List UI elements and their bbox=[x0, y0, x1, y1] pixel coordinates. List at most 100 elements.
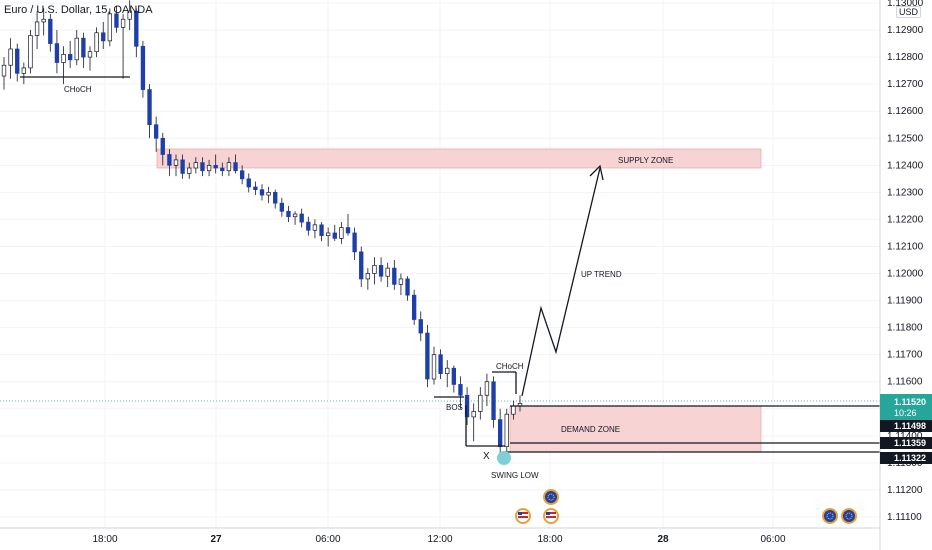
y-tick-label: 1.11400 bbox=[887, 431, 923, 442]
price-label-level-1: 1.11498 bbox=[880, 420, 932, 432]
us-flag-icon[interactable] bbox=[515, 508, 531, 524]
x-tick-label: 06:00 bbox=[760, 534, 785, 545]
event-icons[interactable] bbox=[515, 489, 857, 524]
candle-body bbox=[378, 265, 384, 277]
up-trend-arrowhead bbox=[589, 164, 604, 181]
y-tick-label: 1.11600 bbox=[887, 377, 923, 388]
choch-label-right: CHoCH bbox=[496, 362, 524, 371]
candle-body bbox=[107, 13, 113, 42]
candle-body bbox=[504, 413, 509, 448]
y-tick-label: 1.12500 bbox=[887, 133, 924, 144]
candle-body bbox=[425, 332, 430, 380]
candle-body bbox=[173, 159, 179, 166]
candle-body bbox=[81, 37, 86, 58]
candle-body bbox=[153, 124, 159, 139]
x-tick-label: 27 bbox=[210, 534, 222, 545]
candle-body bbox=[21, 67, 27, 74]
candle-body bbox=[392, 267, 397, 285]
y-tick-label: 1.12100 bbox=[887, 241, 924, 252]
candle-body bbox=[292, 213, 298, 218]
symbol-title: Euro / U.S. Dollar, 15, OANDA bbox=[4, 4, 153, 16]
candle-body bbox=[511, 405, 516, 415]
us-flag-icon[interactable] bbox=[543, 508, 559, 524]
candle-body bbox=[127, 10, 132, 20]
candle-body bbox=[253, 186, 258, 191]
candle-body bbox=[259, 189, 265, 196]
candle-body bbox=[484, 381, 490, 396]
x-tick-label: 18:00 bbox=[92, 534, 117, 545]
up-trend-arrow bbox=[521, 167, 601, 397]
eu-flag-icon[interactable] bbox=[822, 508, 838, 524]
svg-text:1.11322: 1.11322 bbox=[894, 453, 926, 463]
y-tick-label: 1.12400 bbox=[887, 160, 924, 171]
candle-body bbox=[312, 224, 318, 231]
candle-body bbox=[471, 411, 476, 418]
candle-body bbox=[200, 162, 205, 172]
demand-zone bbox=[509, 405, 762, 453]
price-label-current: 1.11520 10:26 bbox=[880, 394, 932, 420]
candle-body bbox=[134, 10, 139, 47]
candle-body bbox=[497, 419, 503, 448]
y-tick-label: 1.12300 bbox=[887, 187, 924, 198]
bos-label: BOS bbox=[446, 403, 463, 412]
y-tick-label: 1.12900 bbox=[887, 25, 924, 36]
swing-low-label: SWING LOW bbox=[491, 471, 539, 480]
candle-body bbox=[273, 192, 278, 204]
candle-body bbox=[114, 13, 119, 28]
y-tick-label: 1.12800 bbox=[887, 52, 924, 63]
y-tick-label: 1.11700 bbox=[887, 350, 923, 361]
y-tick-label: 1.11800 bbox=[887, 323, 923, 334]
demand-zone-label: DEMAND ZONE bbox=[561, 425, 620, 434]
candle-body bbox=[48, 18, 53, 44]
svg-text:1.11520: 1.11520 bbox=[894, 397, 926, 407]
candle-body bbox=[233, 162, 238, 172]
price-label-level-3: 1.11322 bbox=[880, 452, 932, 464]
candle-body bbox=[87, 51, 93, 58]
candle-body bbox=[299, 213, 304, 223]
candle-body bbox=[319, 224, 324, 237]
candle-body bbox=[332, 232, 337, 239]
candle-body bbox=[458, 384, 463, 396]
y-tick-label: 1.12700 bbox=[887, 79, 924, 90]
candle-body bbox=[405, 278, 410, 296]
candle-body bbox=[54, 43, 60, 63]
x-tick-label: 18:00 bbox=[537, 534, 562, 545]
candle-body bbox=[160, 137, 165, 155]
candle-body bbox=[101, 32, 106, 42]
eu-flag-icon[interactable] bbox=[543, 489, 559, 505]
choch-label-left: CHoCH bbox=[64, 85, 92, 94]
y-tick-label: 1.13000 bbox=[887, 0, 924, 9]
candle-body bbox=[8, 48, 13, 66]
candle-body bbox=[147, 89, 152, 126]
candle-body bbox=[67, 54, 73, 61]
candle-body bbox=[411, 294, 417, 320]
candle-body bbox=[279, 202, 285, 212]
candle-body bbox=[438, 354, 443, 374]
candle-body bbox=[464, 394, 470, 418]
y-tick-label: 1.11100 bbox=[887, 512, 922, 523]
y-tick-label: 1.11200 bbox=[887, 485, 923, 496]
candle-body bbox=[478, 394, 483, 412]
candle-body bbox=[220, 167, 225, 172]
currency-badge[interactable]: USD bbox=[896, 6, 922, 18]
svg-text:1.11359: 1.11359 bbox=[894, 438, 926, 448]
candle-body bbox=[352, 232, 357, 253]
candle-body bbox=[213, 164, 218, 169]
eu-flag-icon[interactable] bbox=[841, 508, 857, 524]
x-axis: 18:00 27 06:00 12:00 18:00 28 06:00 bbox=[92, 534, 785, 545]
candle-body bbox=[74, 37, 79, 61]
x-tick-label: 28 bbox=[657, 534, 669, 545]
candle-body bbox=[41, 18, 46, 23]
candle-body bbox=[140, 45, 146, 90]
candle-body bbox=[187, 167, 192, 174]
y-tick-label: 1.12000 bbox=[887, 269, 924, 280]
candle-body bbox=[418, 319, 423, 334]
candle-body bbox=[120, 18, 126, 28]
candle-body bbox=[1, 64, 7, 77]
x-tick-label: 06:00 bbox=[315, 534, 340, 545]
candle-body bbox=[306, 221, 311, 231]
candle-body bbox=[15, 48, 20, 74]
y-tick-label: 1.11900 bbox=[887, 296, 923, 307]
candle-body bbox=[445, 367, 450, 374]
